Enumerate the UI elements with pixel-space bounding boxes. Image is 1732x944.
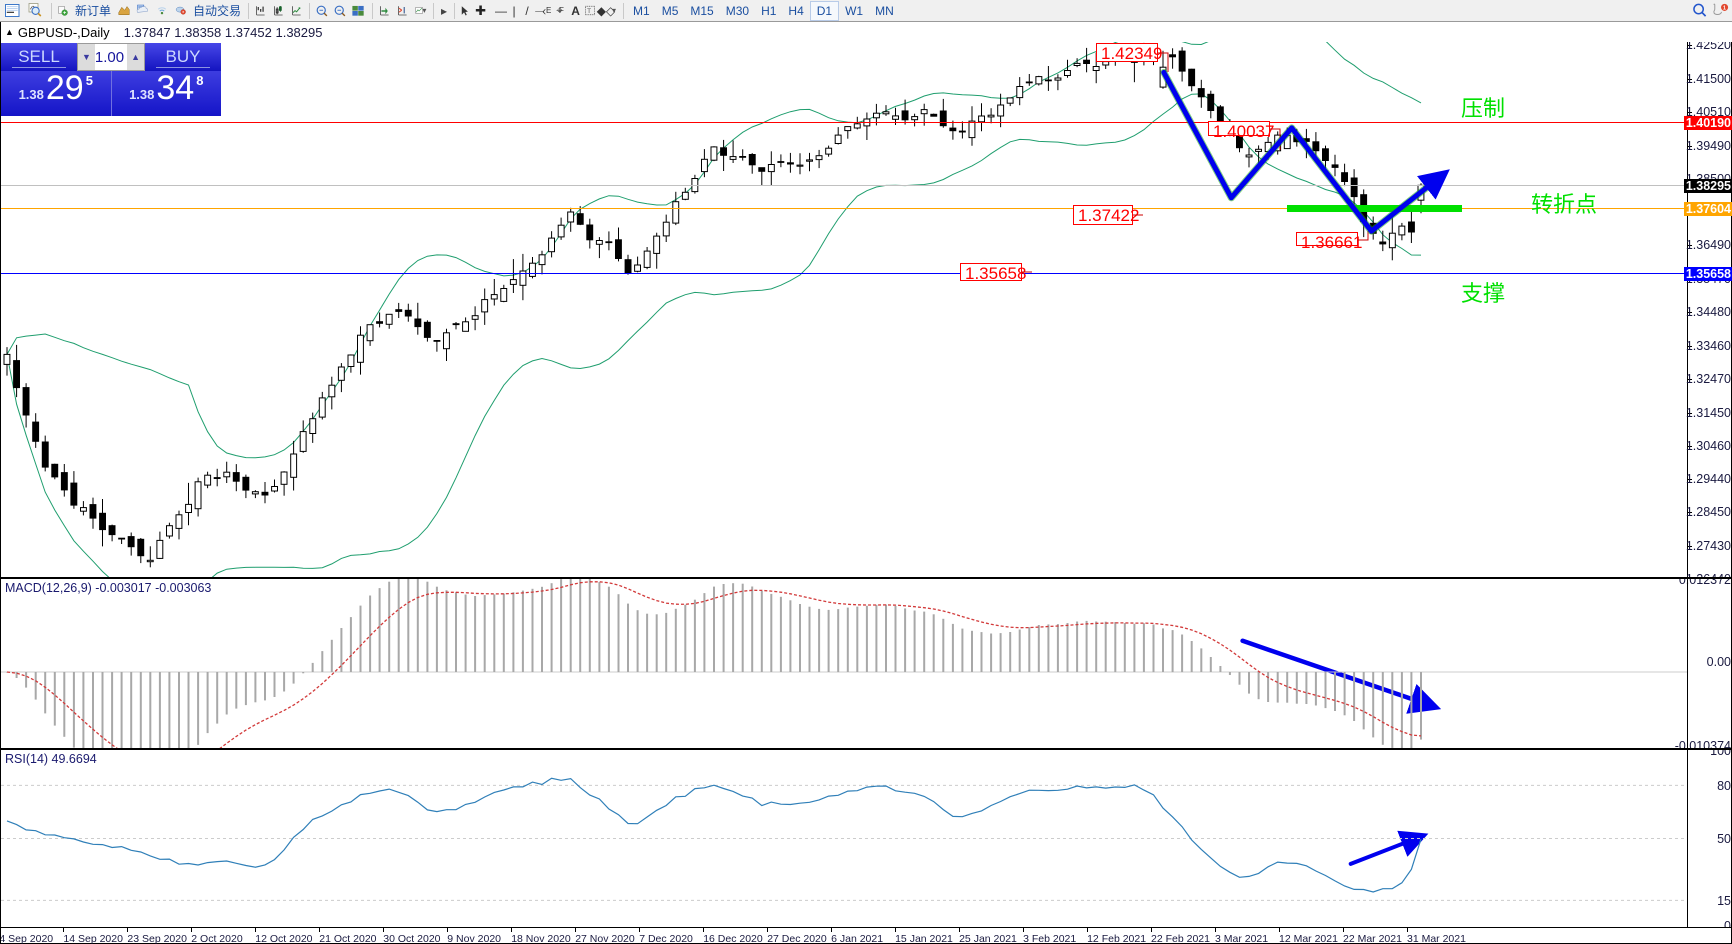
svg-text:1: 1	[1723, 5, 1726, 11]
svg-text:T: T	[587, 8, 591, 15]
